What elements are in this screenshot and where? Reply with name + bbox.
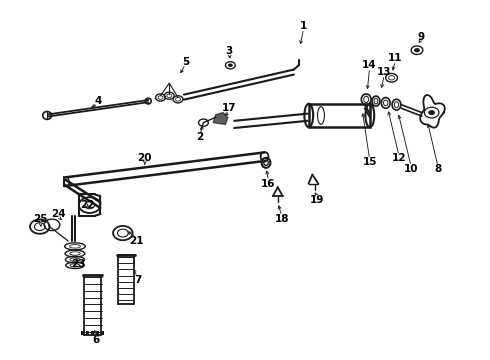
Text: 1: 1 [300, 21, 307, 31]
Bar [86, 330, 89, 335]
Text: 21: 21 [129, 236, 144, 246]
Text: 25: 25 [33, 215, 48, 224]
Text: 12: 12 [392, 153, 406, 163]
Text: 14: 14 [362, 60, 377, 70]
Text: 23: 23 [71, 259, 85, 269]
Text: 5: 5 [182, 57, 189, 67]
Text: 24: 24 [51, 209, 66, 219]
Text: 22: 22 [80, 200, 95, 210]
Text: 9: 9 [417, 32, 424, 41]
Bar [101, 330, 104, 335]
Text: 17: 17 [222, 103, 237, 113]
Bar [96, 330, 99, 335]
Text: 19: 19 [310, 195, 324, 205]
Circle shape [414, 48, 420, 52]
Text: 11: 11 [388, 53, 403, 63]
Text: 7: 7 [134, 275, 141, 285]
Text: 15: 15 [362, 157, 377, 167]
Text: 18: 18 [274, 215, 289, 224]
Text: 20: 20 [138, 153, 152, 163]
Text: 3: 3 [226, 46, 233, 56]
Text: 4: 4 [95, 96, 102, 106]
Text: 8: 8 [434, 164, 441, 174]
Text: 13: 13 [377, 67, 392, 77]
Circle shape [428, 110, 435, 115]
Text: 6: 6 [92, 334, 99, 345]
Circle shape [228, 63, 233, 67]
Polygon shape [213, 113, 228, 125]
Text: 10: 10 [404, 164, 418, 174]
Bar [91, 330, 94, 335]
Bar [309, 104, 370, 127]
Text: 16: 16 [261, 179, 276, 189]
Bar [81, 330, 84, 335]
Text: 2: 2 [196, 132, 204, 142]
